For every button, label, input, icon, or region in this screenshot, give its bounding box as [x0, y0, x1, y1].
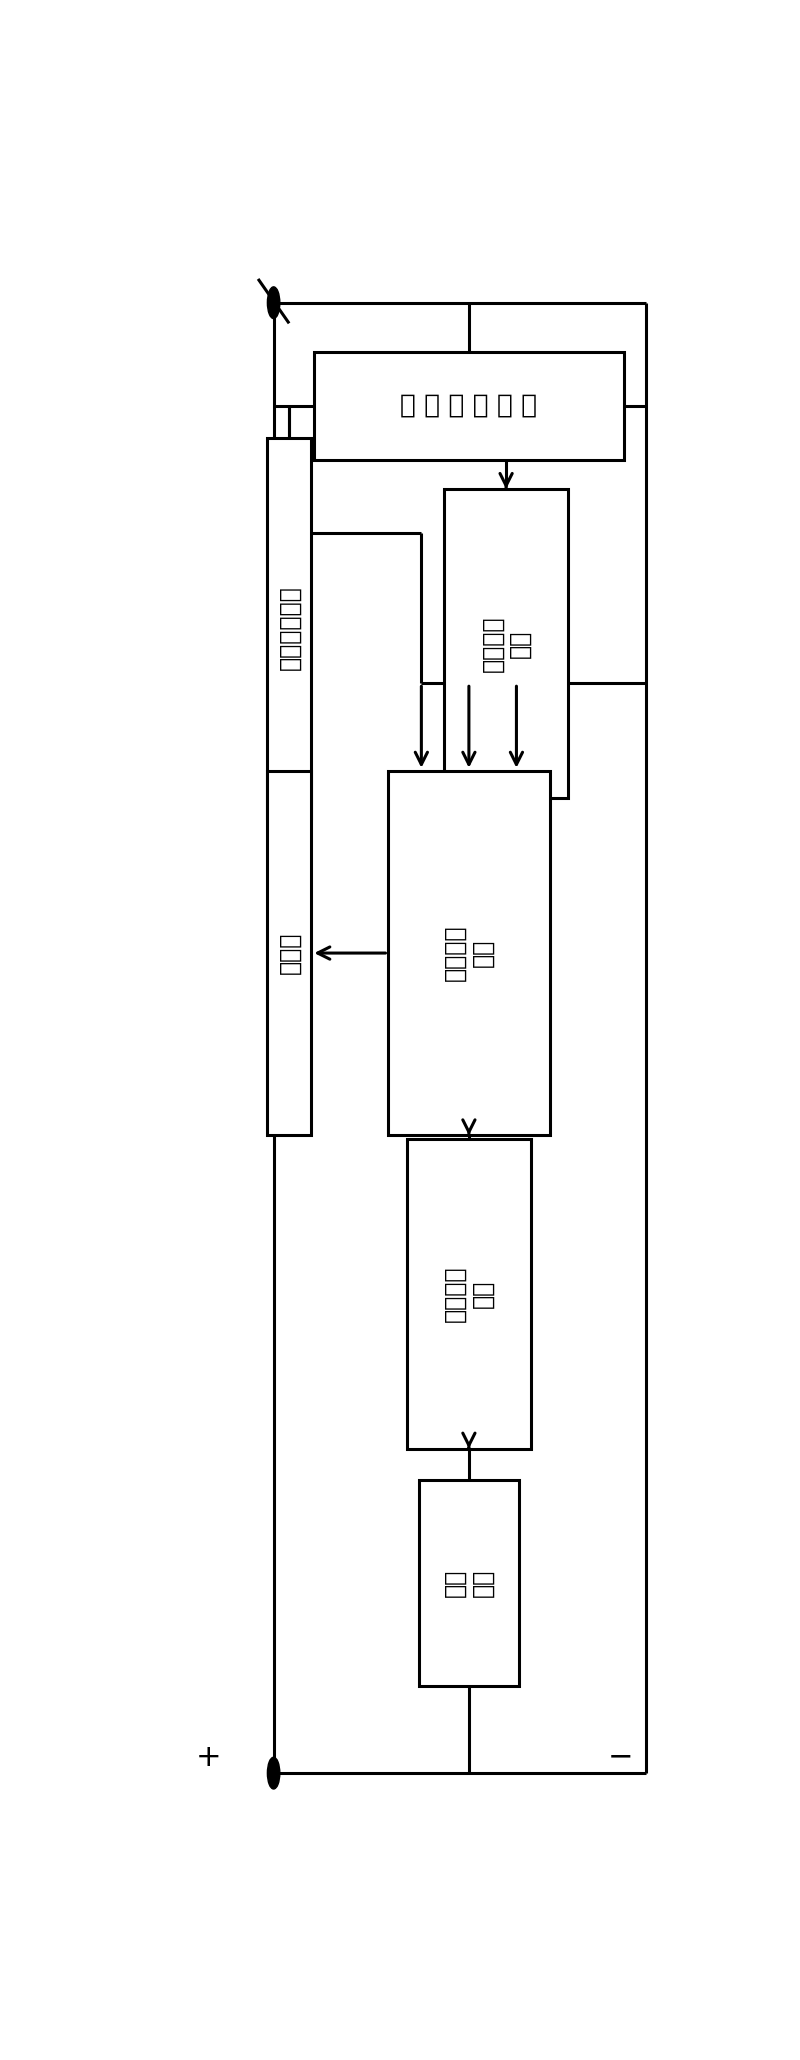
Bar — [314, 352, 624, 459]
Text: 基准电压
电路: 基准电压 电路 — [443, 1265, 494, 1323]
Text: 启动
电路: 启动 电路 — [443, 1568, 494, 1596]
Text: 调整管: 调整管 — [277, 931, 301, 974]
Bar — [444, 488, 568, 799]
Bar — [419, 1479, 518, 1685]
Circle shape — [267, 286, 280, 319]
Text: 比较放大
电路: 比较放大 电路 — [443, 925, 494, 981]
Circle shape — [267, 1757, 280, 1788]
Text: 电流采样电路: 电流采样电路 — [277, 585, 301, 670]
Text: +: + — [196, 1743, 222, 1772]
Text: −: − — [608, 1743, 634, 1772]
Text: 短路保护
电路: 短路保护 电路 — [480, 616, 532, 672]
Text: 电 出 采 样 电 路: 电 出 采 样 电 路 — [400, 393, 538, 418]
Bar — [407, 1139, 531, 1448]
Bar — [266, 770, 311, 1135]
Bar — [266, 437, 311, 818]
Bar — [388, 770, 550, 1135]
